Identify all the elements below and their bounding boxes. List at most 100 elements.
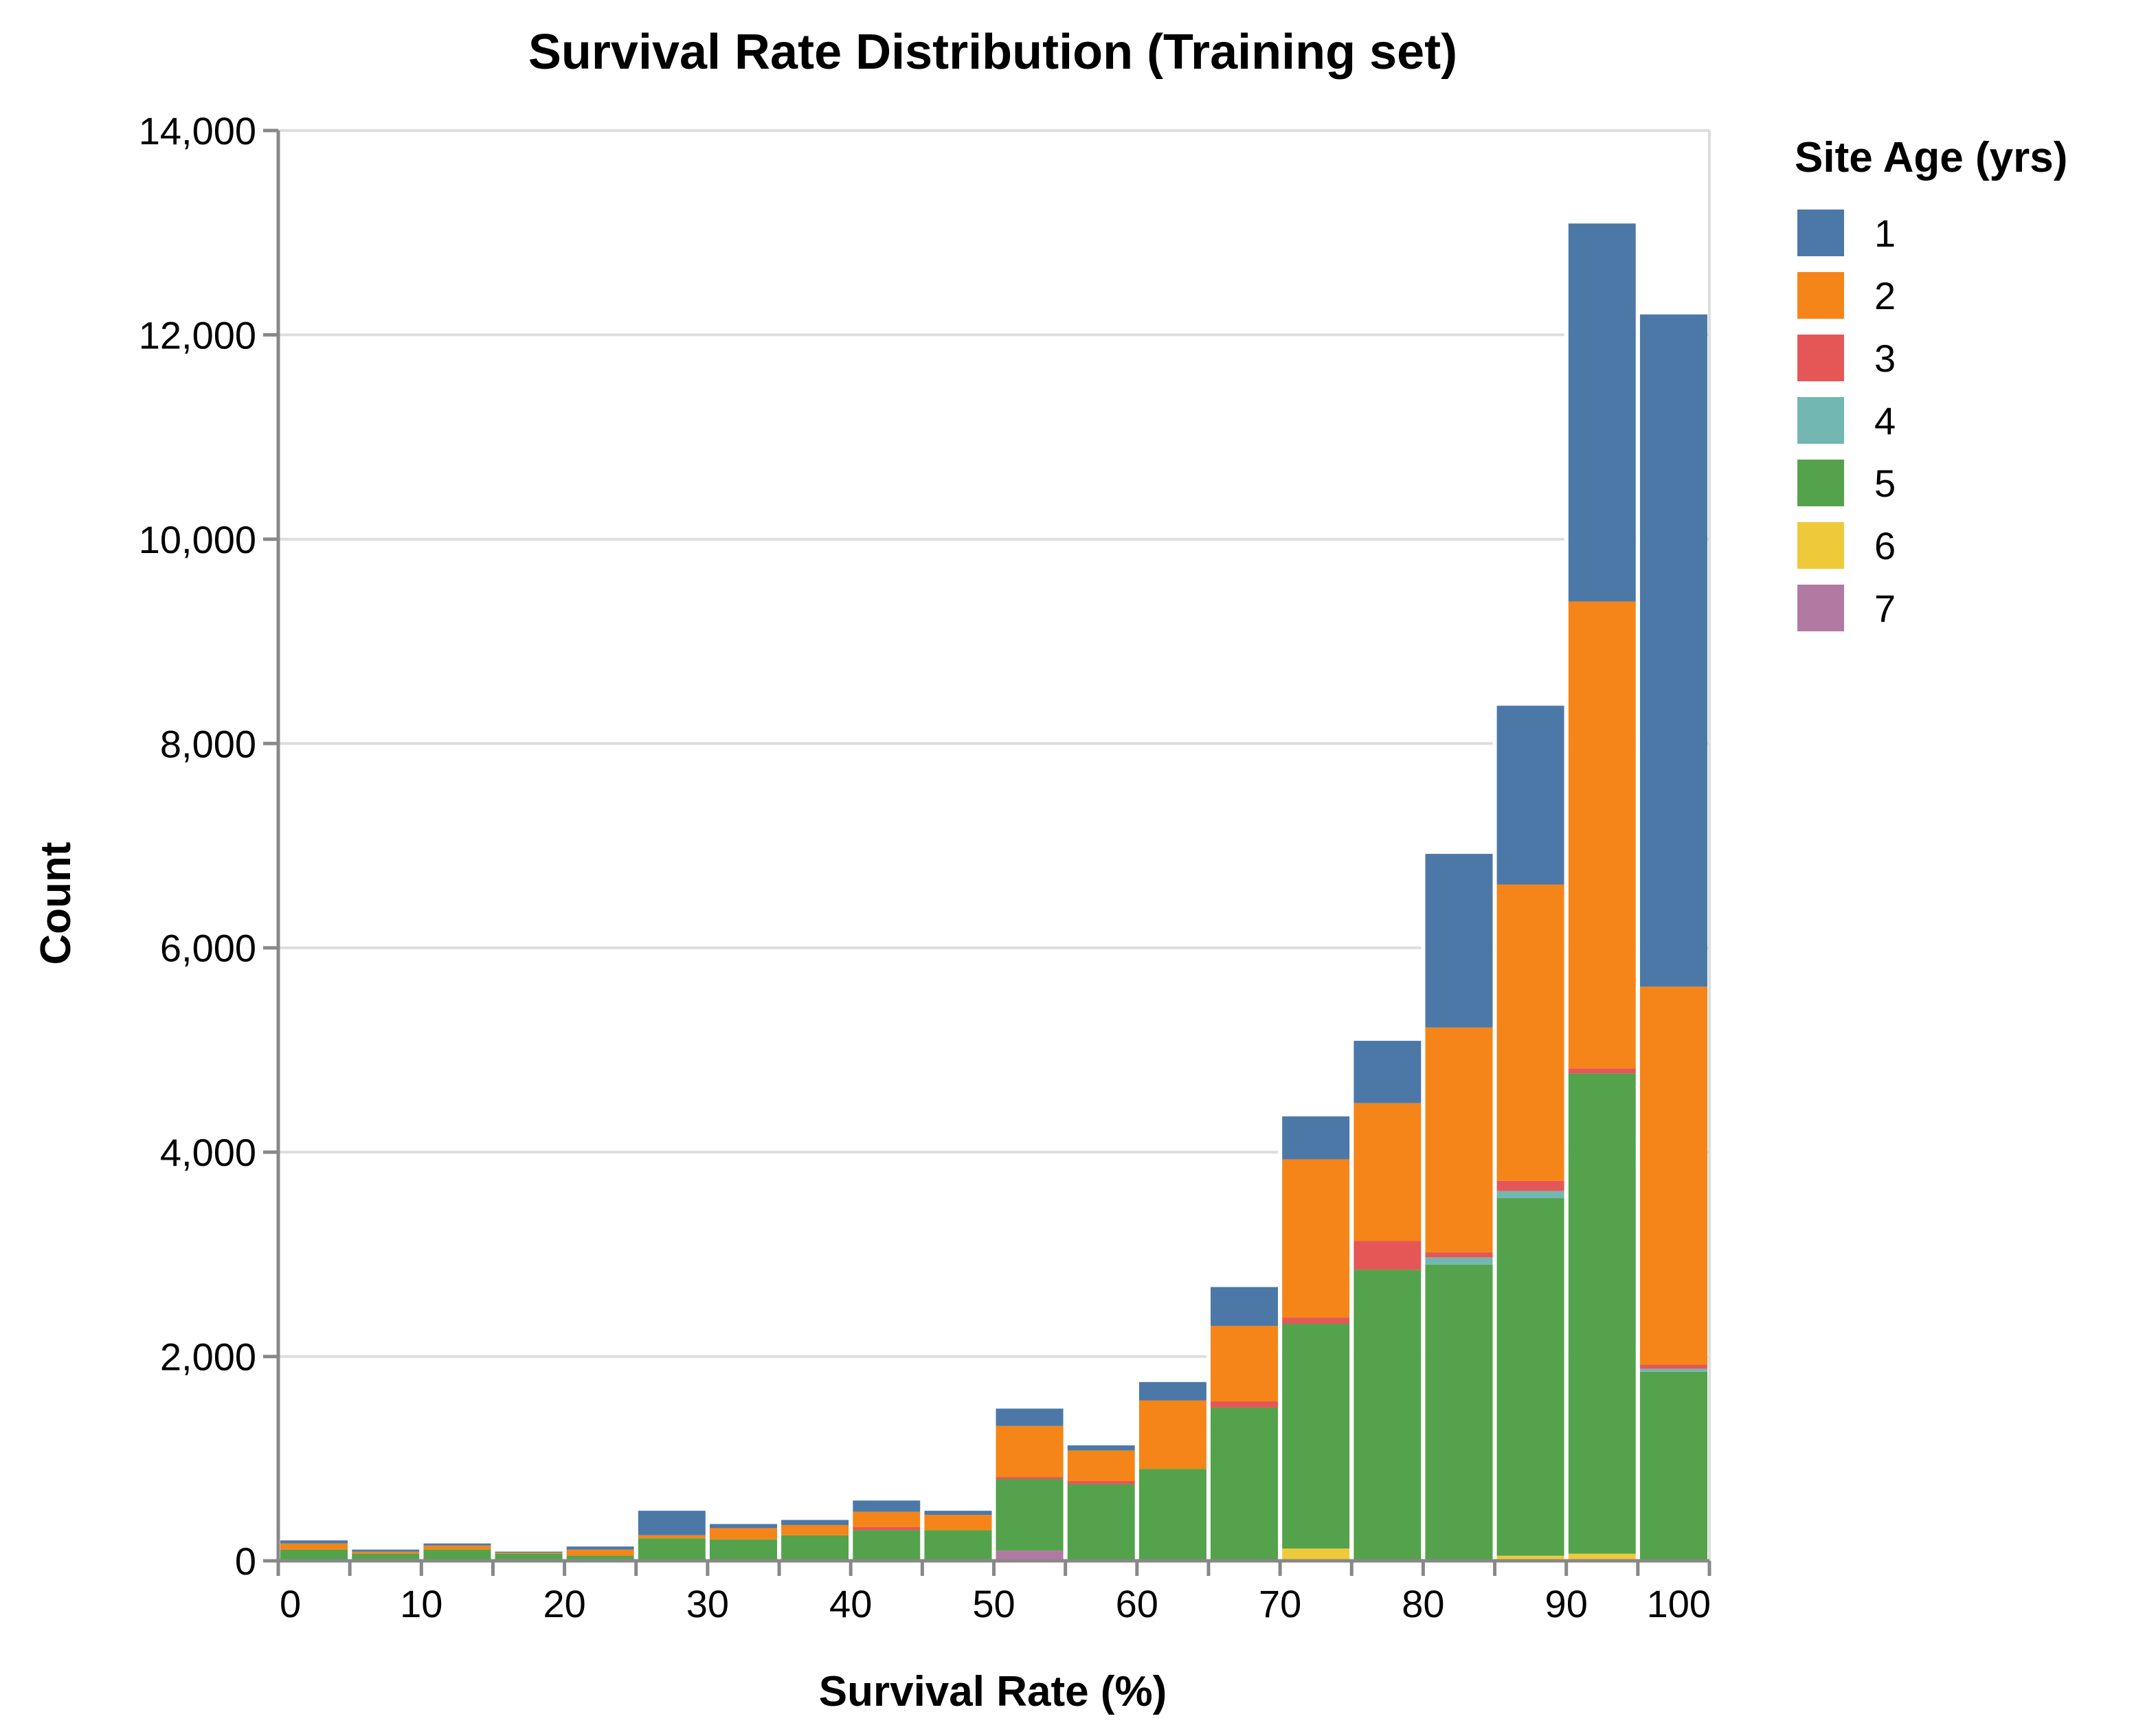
x-tick-label: 70 xyxy=(1259,1582,1301,1625)
bar-segment-age-4 xyxy=(1639,1368,1707,1372)
y-axis-title: Count xyxy=(32,842,80,965)
legend-swatch-age-3 xyxy=(1797,335,1844,381)
bar-segment-age-5 xyxy=(495,1553,563,1561)
y-tick-label: 2,000 xyxy=(160,1335,256,1379)
bar-segment-age-1 xyxy=(1639,314,1707,987)
bar-segment-age-5 xyxy=(280,1549,348,1561)
bar-segment-age-1 xyxy=(495,1551,563,1553)
chart-title: Survival Rate Distribution (Training set… xyxy=(528,25,1457,80)
bar-segment-age-3 xyxy=(1067,1481,1135,1485)
x-tick-label: 100 xyxy=(1647,1582,1711,1625)
legend-label-age-6: 6 xyxy=(1874,524,1896,567)
bar-segment-age-1 xyxy=(924,1511,992,1515)
bar-segment-age-4 xyxy=(1496,1191,1564,1199)
y-tick-label: 10,000 xyxy=(139,518,256,561)
x-tick-label: 30 xyxy=(686,1582,729,1625)
bar-segment-age-6 xyxy=(1496,1555,1564,1561)
bar-segment-age-3 xyxy=(1210,1401,1279,1408)
bar-segment-age-1 xyxy=(423,1543,491,1546)
legend-swatch-age-6 xyxy=(1797,522,1844,569)
bar-segment-age-3 xyxy=(1354,1241,1422,1270)
legend: Site Age (yrs) 1 2 3 4 5 6 7 xyxy=(1795,134,2067,631)
bar-segment-age-5 xyxy=(996,1479,1064,1551)
legend-label-age-1: 1 xyxy=(1874,212,1896,255)
bar-segment-age-1 xyxy=(1425,853,1493,1028)
bar-segment-age-2 xyxy=(280,1543,348,1550)
x-tick-label: 0 xyxy=(280,1582,301,1625)
bar-segment-age-5 xyxy=(781,1535,849,1561)
bar-segment-age-3 xyxy=(1282,1318,1350,1324)
bar-segment-age-1 xyxy=(781,1520,849,1525)
bar-segment-age-5 xyxy=(1568,1073,1636,1554)
bar-segment-age-6 xyxy=(1568,1553,1636,1561)
bar-segment-age-5 xyxy=(566,1555,634,1561)
bar-segment-age-1 xyxy=(1568,223,1636,602)
bar-segment-age-3 xyxy=(853,1526,921,1531)
bar-segment-age-2 xyxy=(1138,1400,1206,1469)
bar-segment-age-2 xyxy=(709,1528,778,1540)
bar-segment-age-3 xyxy=(996,1477,1064,1480)
bar-segment-age-5 xyxy=(638,1538,706,1561)
legend-swatch-age-7 xyxy=(1797,585,1844,631)
y-tick-label: 14,000 xyxy=(139,109,256,153)
bar-segment-age-1 xyxy=(1354,1041,1422,1103)
bar-segment-age-2 xyxy=(423,1545,491,1550)
bar-segment-age-1 xyxy=(638,1511,706,1535)
bar-segment-age-2 xyxy=(853,1511,921,1527)
y-tick-label: 4,000 xyxy=(160,1131,256,1174)
bar-segment-age-2 xyxy=(1639,987,1707,1365)
bar-segment-age-5 xyxy=(1496,1198,1564,1556)
bar-segment-age-3 xyxy=(1639,1364,1707,1369)
legend-swatch-age-4 xyxy=(1797,397,1844,444)
grid-lines xyxy=(278,129,1711,1561)
legend-swatch-age-5 xyxy=(1797,460,1844,506)
bar-segment-age-1 xyxy=(709,1524,778,1529)
bar-segment-age-1 xyxy=(1496,706,1564,885)
x-tick-label: 80 xyxy=(1402,1582,1444,1625)
bar-segment-age-7 xyxy=(996,1551,1064,1561)
bar-segment-age-2 xyxy=(352,1551,420,1554)
bar-segment-age-2 xyxy=(1425,1027,1493,1252)
bar-segment-age-1 xyxy=(352,1549,420,1552)
legend-label-age-4: 4 xyxy=(1874,399,1896,442)
bar-segment-age-5 xyxy=(1282,1323,1350,1549)
bar-segment-age-1 xyxy=(996,1408,1064,1426)
bar-segment-age-5 xyxy=(1067,1484,1135,1561)
x-tick-label: 90 xyxy=(1545,1582,1588,1625)
bar-segment-age-6 xyxy=(1282,1548,1350,1561)
bar-segment-age-1 xyxy=(1067,1445,1135,1451)
bar-segment-age-5 xyxy=(1425,1264,1493,1561)
x-tick-label: 60 xyxy=(1116,1582,1158,1625)
bar-segment-age-5 xyxy=(1639,1371,1707,1561)
bar-segment-age-2 xyxy=(1568,601,1636,1069)
bar-segment-age-1 xyxy=(1282,1116,1350,1160)
bar-segment-age-5 xyxy=(1354,1270,1422,1561)
bar-segment-age-1 xyxy=(1210,1287,1279,1326)
bar-segment-age-5 xyxy=(352,1553,420,1561)
bar-segment-age-3 xyxy=(1496,1180,1564,1191)
x-tick-label: 20 xyxy=(543,1582,585,1625)
bar-segment-age-1 xyxy=(853,1500,921,1512)
bar-segment-age-2 xyxy=(924,1515,992,1531)
bar-segment-age-2 xyxy=(1067,1450,1135,1482)
legend-label-age-7: 7 xyxy=(1874,587,1896,630)
bar-segment-age-5 xyxy=(709,1539,778,1561)
legend-label-age-5: 5 xyxy=(1874,462,1896,505)
bar-segment-age-3 xyxy=(1568,1068,1636,1074)
bar-segment-age-2 xyxy=(566,1549,634,1556)
bar-segment-age-2 xyxy=(638,1535,706,1539)
legend-label-age-2: 2 xyxy=(1874,274,1896,317)
bar-segment-age-2 xyxy=(1354,1103,1422,1241)
bar-segment-age-4 xyxy=(1425,1257,1493,1265)
legend-swatch-age-1 xyxy=(1797,210,1844,256)
x-tick-label: 10 xyxy=(400,1582,442,1625)
bar-segment-age-3 xyxy=(1425,1252,1493,1258)
bar-segment-age-1 xyxy=(566,1546,634,1550)
bar-segment-age-5 xyxy=(853,1530,921,1561)
y-tick-label: 0 xyxy=(235,1540,256,1583)
legend-label-age-3: 3 xyxy=(1874,337,1896,380)
y-tick-label: 8,000 xyxy=(160,722,256,765)
bar-segment-age-5 xyxy=(1210,1407,1279,1561)
bars xyxy=(280,223,1707,1561)
